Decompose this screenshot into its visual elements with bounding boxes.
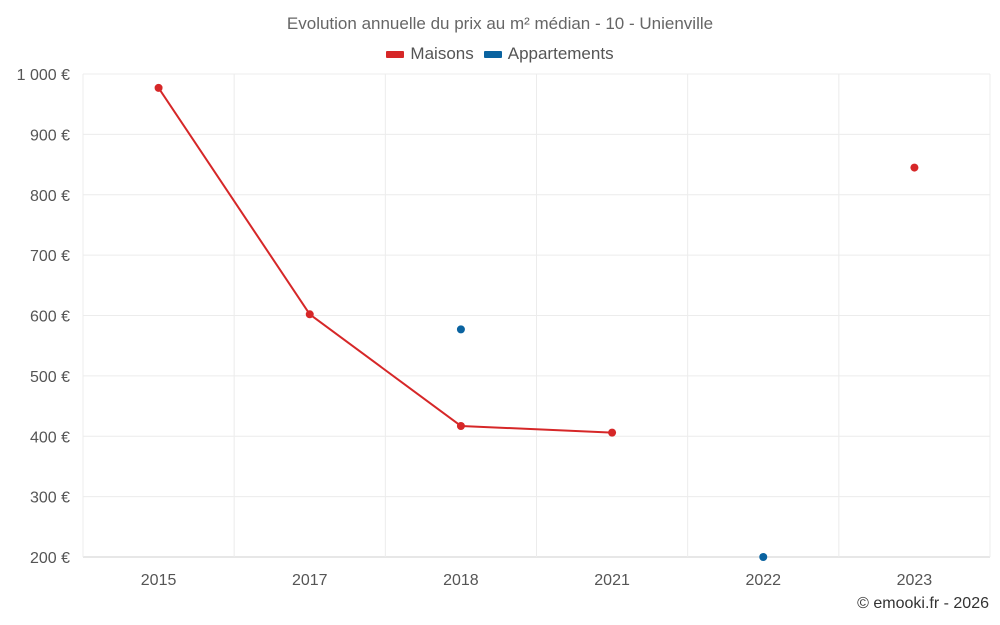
y-tick-label: 700 € [30, 248, 70, 265]
credit-text: © emooki.fr - 2026 [857, 595, 989, 612]
x-tick-label: 2021 [594, 572, 630, 589]
x-tick-label: 2017 [292, 572, 328, 589]
data-point-appartements [456, 325, 465, 334]
legend-label-appartements: Appartements [507, 44, 614, 63]
data-point-appartements [759, 553, 768, 561]
data-point-maisons [608, 428, 617, 437]
data-point-maisons [910, 163, 919, 172]
data-point-maisons [456, 421, 465, 430]
x-tick-label: 2015 [141, 572, 177, 589]
legend-swatch-appartements [483, 50, 502, 58]
x-tick-label: 2023 [897, 572, 933, 589]
chart-legend: Maisons Appartements [0, 44, 1000, 64]
legend-item-maisons[interactable]: Maisons [386, 44, 474, 64]
y-tick-label: 400 € [30, 429, 70, 446]
data-point-maisons [154, 83, 163, 92]
y-tick-label: 200 € [30, 550, 70, 567]
series-line-maisons [157, 87, 311, 315]
data-point-maisons [305, 310, 314, 319]
y-tick-label: 1 000 € [17, 67, 70, 84]
y-tick-label: 800 € [30, 188, 70, 205]
x-tick-label: 2018 [443, 572, 479, 589]
y-tick-label: 600 € [30, 309, 70, 326]
legend-swatch-maisons [386, 50, 405, 58]
legend-item-appartements[interactable]: Appartements [483, 44, 614, 64]
x-tick-label: 2022 [745, 572, 781, 589]
y-tick-label: 300 € [30, 490, 70, 507]
y-tick-label: 500 € [30, 369, 70, 386]
series-line-maisons [460, 424, 613, 434]
series-line-maisons [309, 313, 462, 427]
chart-title: Evolution annuelle du prix au m² médian … [286, 14, 714, 33]
legend-label-maisons: Maisons [410, 44, 474, 63]
y-tick-label: 900 € [30, 127, 70, 144]
